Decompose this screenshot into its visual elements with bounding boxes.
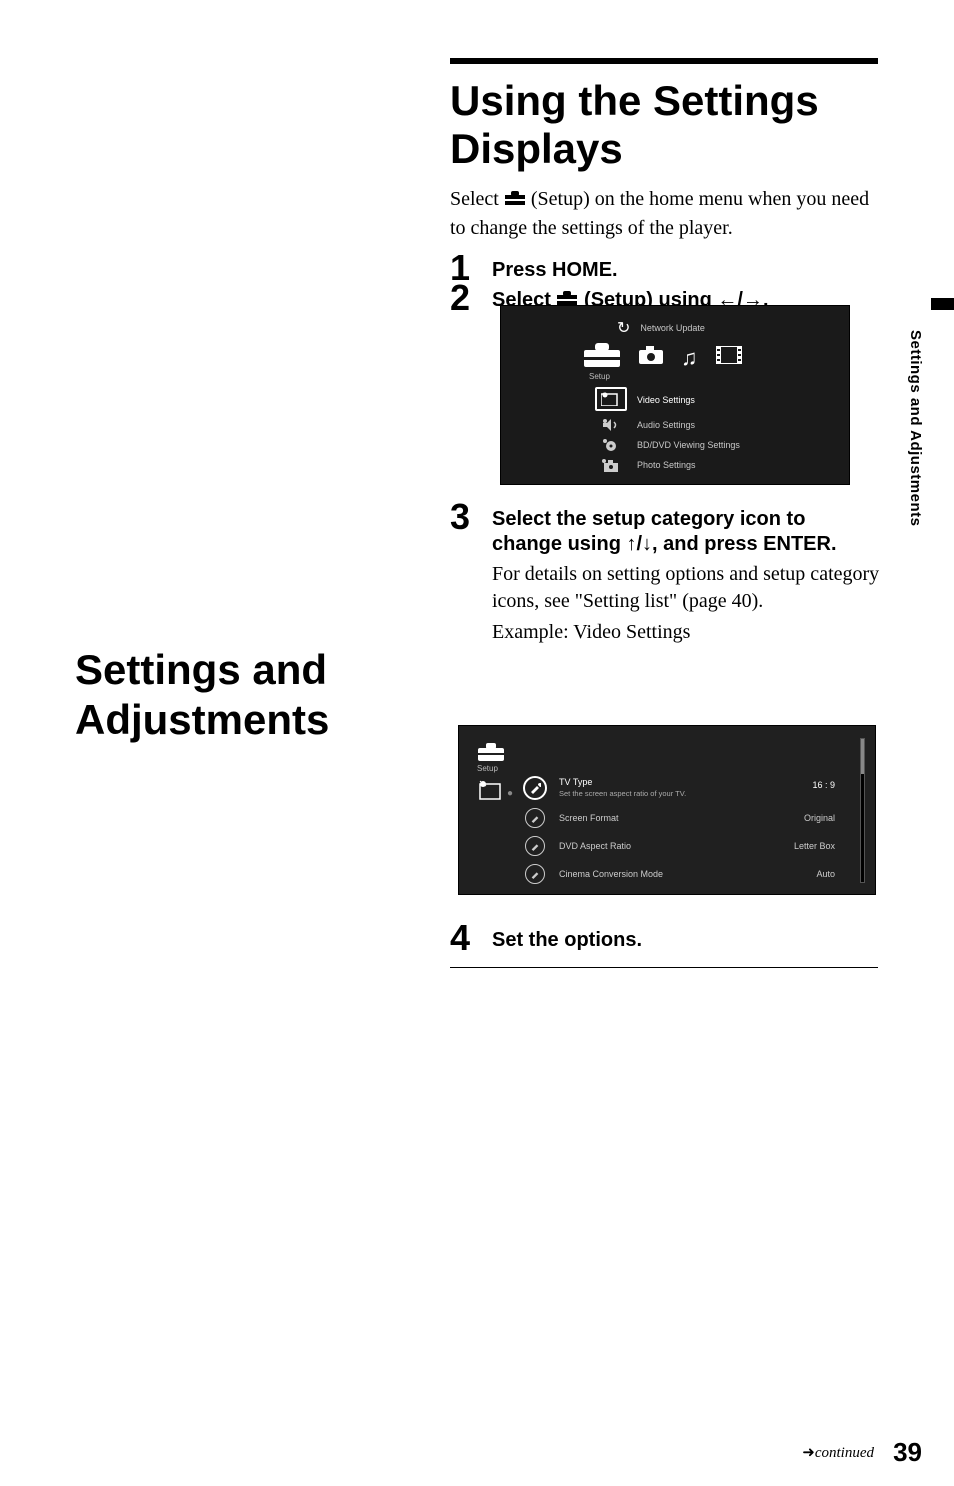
ss2-row1-label: Screen Format bbox=[559, 813, 619, 823]
toolbox-icon bbox=[504, 186, 526, 214]
step-4: 4 Set the options. bbox=[450, 920, 642, 956]
ss2-row0-sub: Set the screen aspect ratio of your TV. bbox=[559, 789, 686, 798]
toolbox-icon-white bbox=[583, 342, 621, 373]
ss1-network-update: Network Update bbox=[640, 323, 705, 333]
tool-circle-icon bbox=[525, 808, 545, 828]
video-settings-icon-highlight bbox=[595, 387, 627, 411]
continued-text: continued bbox=[815, 1445, 874, 1461]
ss2-row3-label: Cinema Conversion Mode bbox=[559, 869, 663, 879]
screenshot-video-settings: Setup ● TV Type Set the screen aspect ra… bbox=[458, 725, 876, 895]
step-1-head: Press HOME. bbox=[492, 250, 618, 283]
main-title: Using the Settings Displays bbox=[450, 77, 819, 174]
page-number: 39 bbox=[893, 1437, 922, 1468]
ss2-row0-label: TV Type bbox=[559, 777, 592, 787]
tool-circle-icon bbox=[525, 836, 545, 856]
audio-icon bbox=[601, 418, 621, 437]
ss2-row1-val: Original bbox=[804, 813, 835, 823]
intro-paragraph: Select (Setup) on the home menu when you… bbox=[450, 185, 880, 242]
ss1-setup-label: Setup bbox=[589, 372, 610, 381]
refresh-icon: ↻ bbox=[617, 318, 630, 338]
scrollbar-thumb[interactable] bbox=[861, 739, 864, 774]
title-rule bbox=[450, 58, 878, 64]
side-tab-label: Settings and Adjustments bbox=[907, 330, 924, 526]
ss2-row2-val: Letter Box bbox=[794, 841, 835, 851]
photo-icon bbox=[601, 458, 619, 477]
sep: ● bbox=[507, 788, 513, 799]
ss2-row2-label: DVD Aspect Ratio bbox=[559, 841, 631, 851]
steps-end-rule bbox=[450, 967, 878, 968]
step-3-num: 3 bbox=[450, 499, 492, 535]
step-3-body2: Example: Video Settings bbox=[492, 615, 880, 646]
section-title: Settings and Adjustments bbox=[75, 645, 329, 746]
arrow-right-icon: ➜ bbox=[802, 1445, 815, 1461]
intro-pre: Select bbox=[450, 188, 504, 210]
continued-label: ➜continued bbox=[802, 1443, 874, 1462]
tool-circle-icon-highlight bbox=[523, 776, 547, 800]
main-title-line1: Using the Settings bbox=[450, 77, 819, 124]
ss2-setup-label: Setup bbox=[477, 764, 498, 773]
video-icon bbox=[716, 346, 742, 369]
step-3: 3 Select the setup category icon to chan… bbox=[450, 499, 890, 646]
step-2-num: 2 bbox=[450, 280, 492, 316]
scrollbar[interactable] bbox=[860, 738, 865, 883]
main-title-line2: Displays bbox=[450, 125, 623, 172]
section-title-line1: Settings and bbox=[75, 646, 327, 693]
side-marker bbox=[931, 298, 954, 310]
step-4-num: 4 bbox=[450, 920, 492, 956]
step-3-head: Select the setup category icon to change… bbox=[492, 499, 880, 557]
step-4-head: Set the options. bbox=[492, 920, 642, 953]
ss2-row3-val: Auto bbox=[816, 869, 835, 879]
ss1-video: Video Settings bbox=[637, 395, 695, 405]
disc-icon bbox=[601, 438, 619, 457]
section-title-line2: Adjustments bbox=[75, 696, 329, 743]
camera-icon bbox=[639, 346, 663, 370]
screenshot-setup-menu: ↻ Network Update ♫ Setup Video Settings … bbox=[500, 305, 850, 485]
tool-circle-icon bbox=[525, 864, 545, 884]
video-settings-icon bbox=[477, 780, 503, 805]
ss1-audio: Audio Settings bbox=[637, 420, 695, 430]
music-icon: ♫ bbox=[681, 345, 698, 371]
ss1-photo: Photo Settings bbox=[637, 460, 696, 470]
ss1-bddvd: BD/DVD Viewing Settings bbox=[637, 440, 740, 450]
ss2-row0-val: 16 : 9 bbox=[812, 780, 835, 790]
step-3-body1: For details on setting options and setup… bbox=[492, 557, 880, 615]
